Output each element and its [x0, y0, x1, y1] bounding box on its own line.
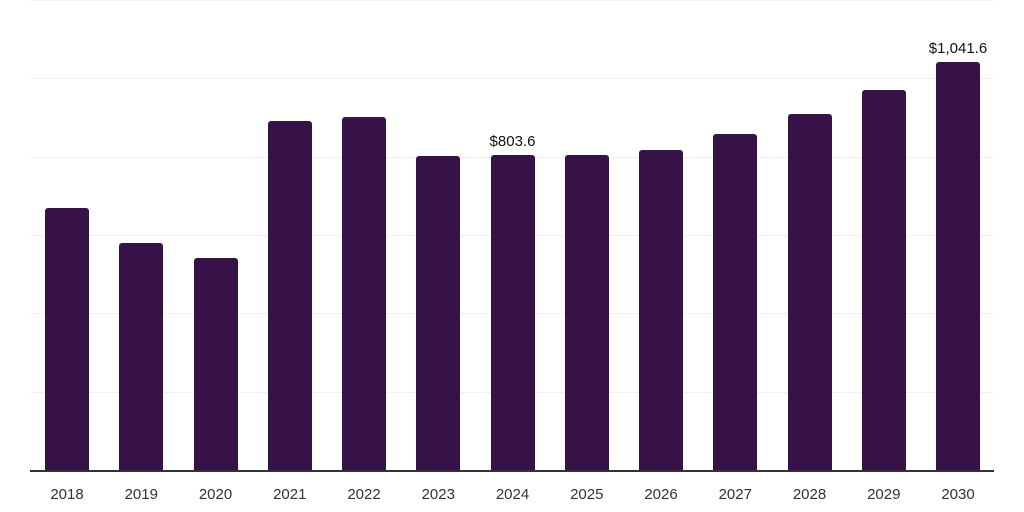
data-label-2024: $803.6 — [489, 133, 536, 151]
bar-2030[interactable] — [936, 62, 980, 470]
bar-2019[interactable] — [119, 242, 164, 470]
bar-2022[interactable] — [342, 117, 386, 470]
x-axis-label: 2028 — [792, 486, 827, 503]
x-axis-label: 2024 — [495, 486, 530, 503]
bar-2023[interactable] — [416, 155, 461, 470]
data-label-2030: $1,041.6 — [928, 40, 988, 58]
bar-2018[interactable] — [45, 207, 89, 470]
x-axis-label: 2018 — [50, 486, 84, 503]
x-axis-label: 2027 — [718, 486, 752, 503]
x-axis-label: 2023 — [421, 486, 455, 503]
x-axis-label: 2026 — [644, 486, 678, 503]
bar-2020[interactable] — [193, 258, 238, 470]
gridline-top — [30, 0, 994, 1]
bar-2021[interactable] — [267, 121, 312, 470]
x-axis-label: 2025 — [570, 486, 604, 503]
x-axis-line — [30, 470, 994, 472]
bar-2027[interactable] — [713, 133, 758, 470]
bar-2028[interactable] — [787, 113, 832, 470]
x-axis-label: 2029 — [867, 486, 901, 503]
x-axis-label: 2020 — [198, 486, 233, 503]
x-axis-label: 2030 — [941, 486, 975, 503]
bar-2026[interactable] — [639, 150, 683, 470]
bar-2029[interactable] — [861, 90, 906, 470]
x-axis-label: 2022 — [347, 486, 381, 503]
bar-2025[interactable] — [564, 155, 609, 470]
gridline — [30, 78, 994, 79]
x-axis-label: 2021 — [273, 486, 307, 503]
bar-2024[interactable] — [490, 155, 535, 470]
x-axis-label: 2019 — [124, 486, 158, 503]
